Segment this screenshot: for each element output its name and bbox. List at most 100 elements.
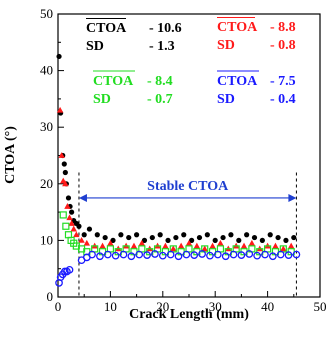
data-point-red-triangle bbox=[177, 242, 185, 249]
data-point-red-triangle bbox=[162, 242, 169, 249]
data-point-black-circle bbox=[134, 232, 140, 238]
ctoa-label: CTOA bbox=[217, 74, 258, 89]
data-point-black-circle bbox=[283, 237, 289, 243]
data-point-black-circle bbox=[220, 234, 226, 241]
data-point-blue-circle bbox=[182, 250, 191, 259]
data-point-black-circle bbox=[81, 232, 87, 238]
arrow-head-left bbox=[78, 193, 87, 202]
data-point-blue-circle bbox=[174, 252, 183, 261]
data-point-red-triangle bbox=[64, 203, 71, 209]
data-point-black-circle bbox=[267, 232, 273, 238]
data-point-black-circle bbox=[65, 195, 72, 201]
data-point-blue-circle bbox=[111, 251, 120, 260]
axis-ticks bbox=[57, 13, 321, 298]
y-tick-label: 30 bbox=[40, 119, 53, 134]
data-point-blue-circle bbox=[206, 251, 214, 260]
data-point-red-triangle bbox=[280, 245, 287, 252]
sd-label: SD bbox=[93, 92, 111, 107]
data-point-blue-circle bbox=[268, 252, 277, 261]
ctoa-value: - 10.6 bbox=[149, 21, 182, 36]
data-point-black-circle bbox=[291, 234, 297, 241]
data-point-blue-circle bbox=[245, 250, 254, 258]
data-point-black-circle bbox=[181, 232, 187, 238]
data-point-black-circle bbox=[212, 237, 218, 243]
sd-value: - 0.7 bbox=[147, 92, 173, 107]
data-point-red-triangle bbox=[217, 239, 224, 246]
data-point-red-triangle bbox=[130, 242, 138, 249]
data-point-black-circle bbox=[61, 161, 67, 167]
stable-ctoa-label: Stable CTOA bbox=[147, 179, 229, 194]
x-axis-title: Crack Length (mm) bbox=[129, 307, 249, 322]
data-point-red-triangle bbox=[107, 239, 114, 246]
data-point-red-triangle bbox=[193, 242, 201, 249]
sd-label: SD bbox=[217, 92, 235, 107]
data-point-red-triangle bbox=[248, 239, 256, 246]
data-point-red-triangle bbox=[66, 214, 73, 221]
data-point-red-triangle bbox=[78, 237, 85, 243]
sd-label: SD bbox=[217, 38, 235, 53]
data-point-blue-circle bbox=[198, 250, 206, 258]
data-point-red-triangle bbox=[287, 242, 295, 249]
data-point-red-triangle bbox=[185, 239, 193, 246]
data-point-black-circle bbox=[204, 232, 210, 238]
data-point-black-circle bbox=[189, 237, 195, 243]
data-point-black-circle bbox=[69, 209, 75, 215]
data-point-red-triangle bbox=[83, 239, 91, 246]
x-tick-label: 40 bbox=[261, 299, 274, 314]
data-point-black-circle bbox=[56, 53, 62, 60]
x-tick-label: 50 bbox=[314, 299, 327, 314]
data-point-red-triangle bbox=[73, 231, 80, 238]
sd-label: SD bbox=[86, 39, 104, 54]
data-point-black-circle bbox=[126, 234, 132, 241]
data-point-blue-circle bbox=[166, 250, 175, 259]
data-point-blue-circle bbox=[88, 250, 96, 259]
data-point-black-circle bbox=[86, 226, 93, 232]
ctoa-label: CTOA bbox=[93, 74, 134, 89]
data-point-red-triangle bbox=[99, 242, 106, 249]
data-point-blue-circle bbox=[96, 252, 104, 261]
data-point-black-circle bbox=[76, 223, 82, 229]
data-point-red-triangle bbox=[68, 220, 75, 226]
x-tick-label: 30 bbox=[209, 299, 222, 314]
data-point-red-triangle bbox=[138, 239, 146, 246]
y-tick-label: 10 bbox=[40, 232, 53, 247]
y-axis-title: CTOA (°) bbox=[3, 126, 18, 184]
y-tick-label: 0 bbox=[47, 289, 54, 304]
data-point-black-circle bbox=[141, 237, 148, 243]
data-point-blue-circle bbox=[151, 250, 159, 258]
data-point-black-circle bbox=[251, 234, 258, 241]
data-point-blue-circle bbox=[229, 250, 238, 259]
sd-value: - 0.8 bbox=[270, 38, 296, 53]
data-point-red-triangle bbox=[56, 106, 64, 113]
data-point-black-circle bbox=[165, 237, 171, 243]
ctoa-label: CTOA bbox=[217, 20, 258, 35]
data-point-blue-circle bbox=[276, 250, 285, 259]
data-point-green-square bbox=[59, 211, 67, 219]
y-tick-label: 20 bbox=[40, 176, 53, 191]
data-point-blue-circle bbox=[292, 250, 301, 259]
data-point-red-triangle bbox=[272, 242, 279, 249]
data-point-blue-circle bbox=[284, 251, 293, 259]
data-point-black-circle bbox=[110, 237, 116, 243]
data-point-black-circle bbox=[173, 234, 179, 241]
data-point-blue-circle bbox=[221, 252, 230, 261]
data-point-blue-circle bbox=[190, 251, 199, 259]
data-point-blue-circle bbox=[135, 250, 144, 259]
stat-box-red: CTOA - 8.8 SD - 0.8 bbox=[217, 17, 296, 53]
data-point-blue-circle bbox=[65, 265, 74, 274]
data-point-black-circle bbox=[157, 232, 163, 238]
sd-value: - 0.4 bbox=[270, 92, 296, 107]
x-tick-label: 10 bbox=[104, 299, 117, 314]
data-point-green-square bbox=[62, 222, 70, 230]
stat-box-black: CTOA - 10.6 SD - 1.3 bbox=[86, 18, 182, 54]
data-point-blue-circle bbox=[158, 251, 167, 260]
data-point-black-circle bbox=[275, 234, 281, 241]
data-point-black-circle bbox=[259, 237, 265, 243]
data-point-blue-circle bbox=[127, 252, 136, 261]
data-point-red-triangle bbox=[58, 152, 65, 158]
ctoa-value: - 8.4 bbox=[147, 74, 173, 89]
data-points bbox=[55, 53, 301, 287]
data-point-blue-circle bbox=[143, 251, 151, 259]
data-point-blue-circle bbox=[237, 251, 246, 259]
sd-value: - 1.3 bbox=[149, 39, 175, 54]
